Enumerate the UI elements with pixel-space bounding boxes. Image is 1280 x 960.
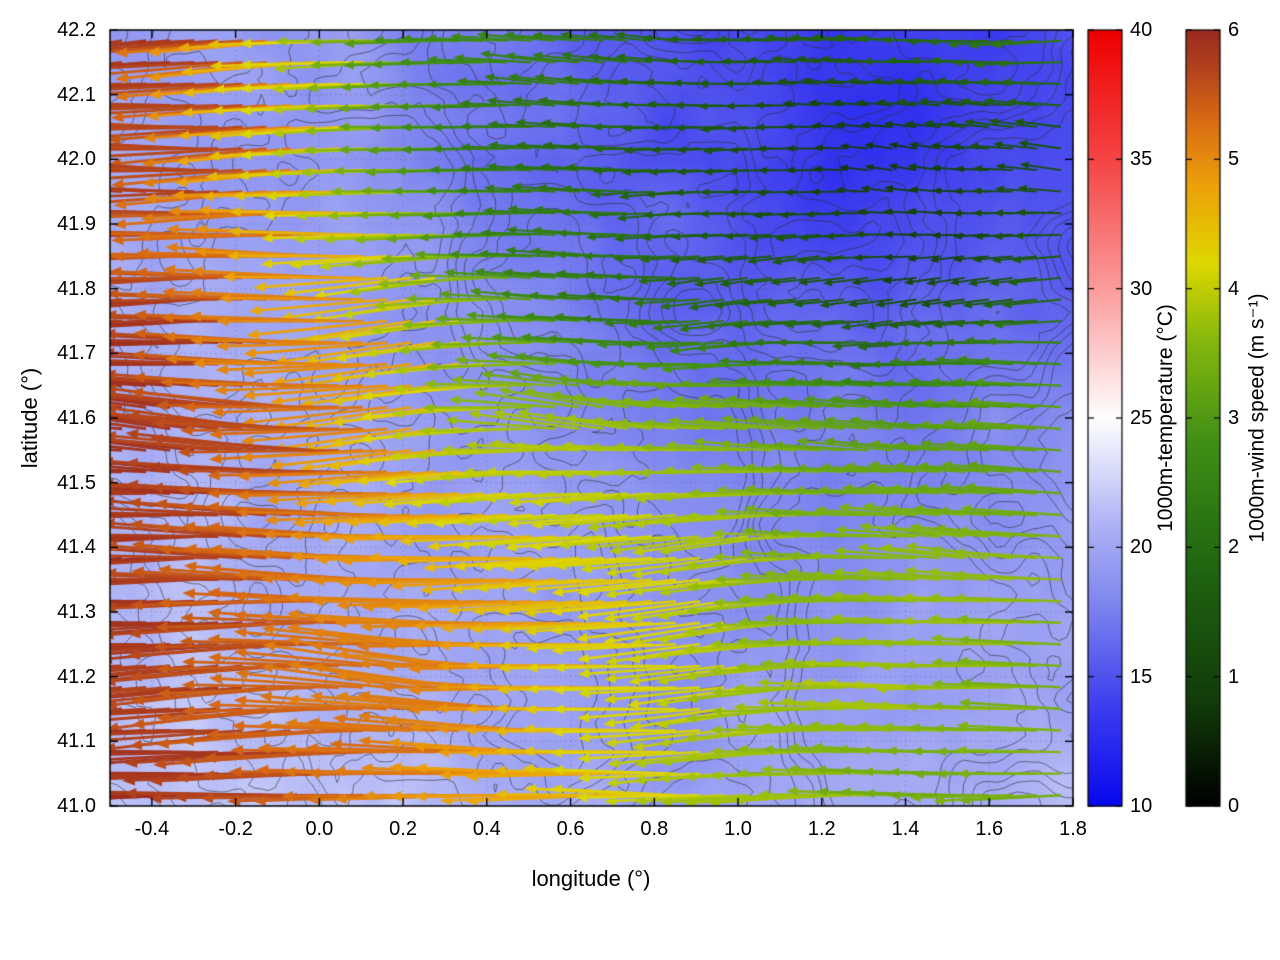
y-tick-label: 42.1 (57, 83, 96, 106)
y-tick-label: 41.7 (57, 342, 96, 365)
y-tick-label: 42.2 (57, 19, 96, 41)
y-tick-label: 41.2 (57, 665, 96, 688)
y-tick-label: 41.3 (57, 601, 96, 623)
y-tick-label: 41.9 (57, 213, 96, 235)
y-tick-label: 41.0 (57, 795, 96, 817)
temperature-cb-tick-label: 15 (1130, 665, 1153, 688)
wind-cb-tick-label: 6 (1228, 19, 1240, 41)
wind-colorbar-label: 1000m-wind speed (m s⁻¹) (1245, 293, 1269, 543)
y-tick-label: 41.8 (57, 277, 96, 300)
temperature-cb-tick-label: 25 (1130, 407, 1153, 429)
x-tick-label: 1.4 (891, 818, 920, 840)
temperature-cb-tick-label: 10 (1130, 795, 1153, 817)
x-tick-label: -0.4 (134, 818, 170, 840)
y-tick-label: 41.6 (57, 407, 96, 429)
wind-cb-tick-label: 5 (1228, 148, 1240, 171)
x-tick-label: 1.0 (724, 818, 752, 840)
temperature-cb-tick-label: 20 (1130, 536, 1153, 559)
temperature-cb-tick-label: 40 (1130, 19, 1153, 41)
x-tick-label: 1.2 (807, 818, 836, 840)
y-tick-label: 41.4 (57, 536, 96, 559)
wind-cb-tick-label: 2 (1228, 536, 1240, 559)
wind-cb-tick-label: 1 (1228, 665, 1240, 688)
x-tick-label: -0.2 (218, 818, 253, 840)
x-tick-label: 0.2 (389, 818, 417, 840)
temperature-cb-tick-label: 35 (1130, 148, 1153, 171)
y-tick-label: 41.1 (57, 730, 96, 753)
wind-cb-tick-label: 0 (1228, 795, 1240, 817)
y-tick-label: 41.5 (57, 471, 96, 494)
x-axis-label: longitude (°) (531, 866, 651, 891)
x-tick-label: 1.6 (975, 818, 1004, 840)
x-tick-label: 0.6 (556, 818, 585, 840)
wind-cb-tick-label: 3 (1228, 407, 1240, 429)
x-tick-label: 1.8 (1059, 818, 1087, 840)
x-tick-label: 0.0 (305, 818, 334, 840)
x-tick-label: 0.8 (640, 818, 669, 840)
temperature-cb-tick-label: 30 (1130, 277, 1153, 300)
wind-cb-tick-label: 4 (1228, 277, 1240, 300)
y-tick-label: 42.0 (57, 148, 96, 171)
temperature-colorbar-label: 1000m-temperature (°C) (1154, 304, 1177, 532)
x-tick-label: 0.4 (472, 818, 501, 840)
